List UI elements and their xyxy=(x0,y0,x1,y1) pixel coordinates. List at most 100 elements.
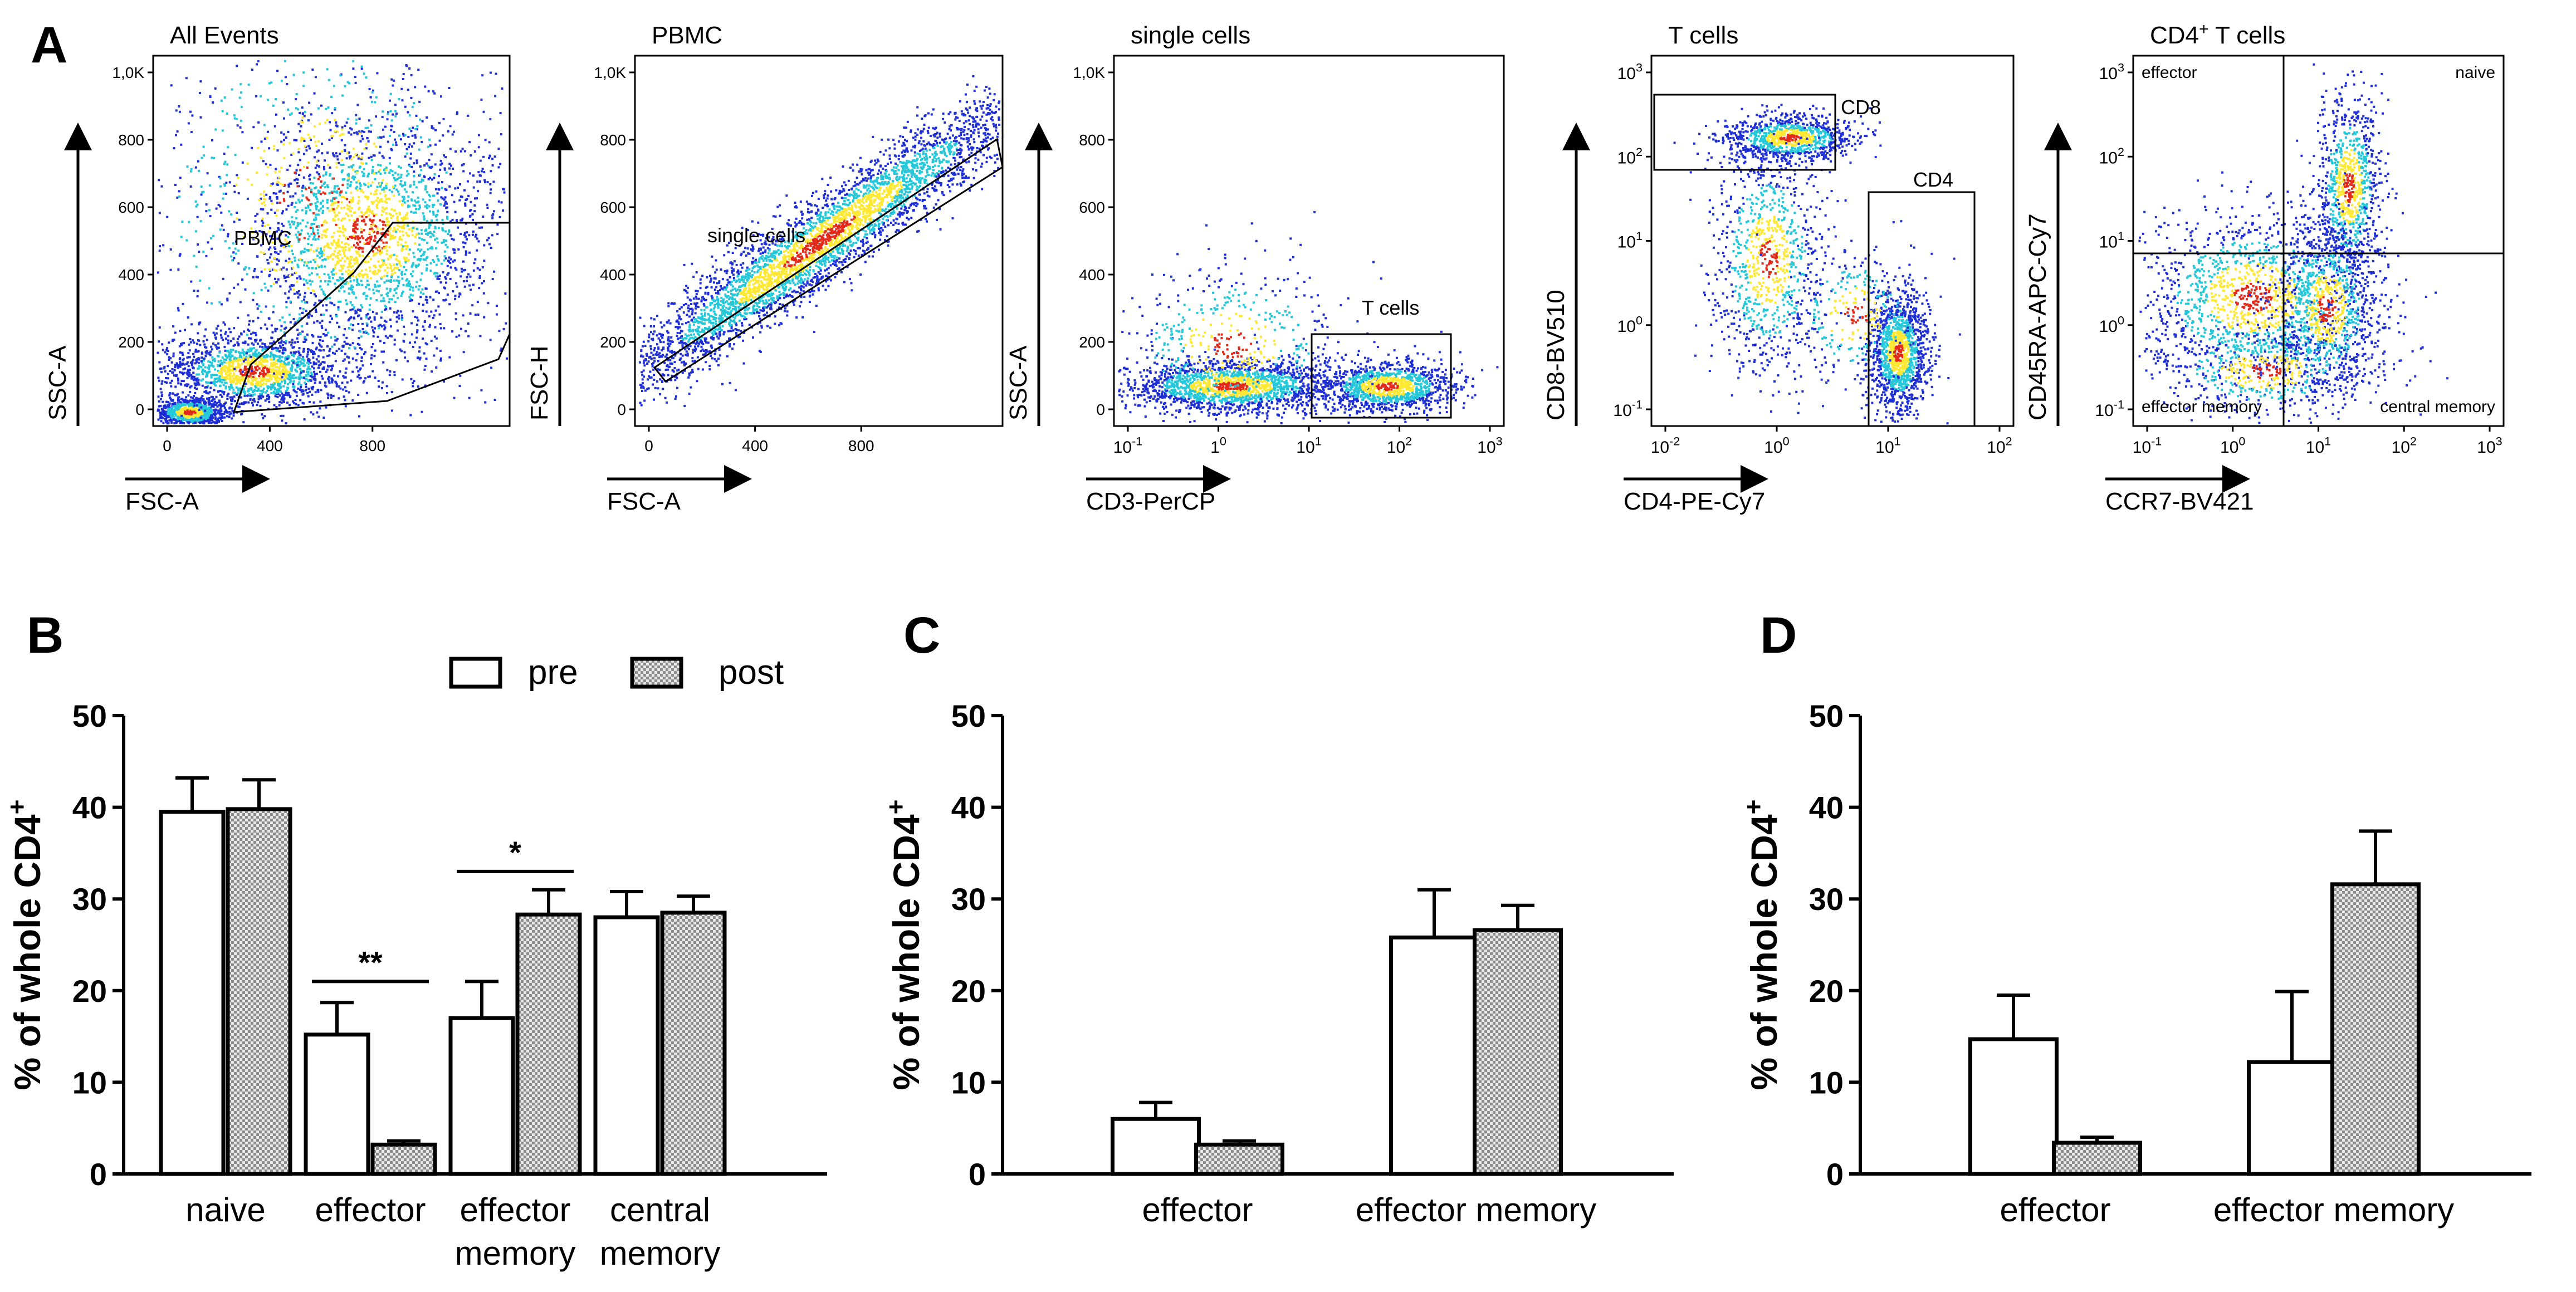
event-dot xyxy=(348,166,350,169)
event-dot xyxy=(309,182,312,184)
event-dot xyxy=(336,192,339,194)
event-dot xyxy=(231,400,233,403)
event-dot xyxy=(279,383,282,385)
event-dot xyxy=(448,163,451,165)
event-dot xyxy=(292,266,295,269)
event-dot xyxy=(205,390,208,393)
event-dot xyxy=(208,364,211,367)
event-dot xyxy=(224,385,227,388)
event-dot xyxy=(417,208,420,211)
event-dot xyxy=(478,180,481,183)
event-dot xyxy=(394,301,397,304)
event-dot xyxy=(212,382,215,385)
event-dot xyxy=(368,266,371,269)
event-dot xyxy=(425,287,428,290)
event-dot xyxy=(266,327,268,330)
event-dot xyxy=(277,388,280,390)
event-dot xyxy=(187,383,190,386)
event-dot xyxy=(488,243,491,246)
event-dot xyxy=(409,273,412,275)
event-dot xyxy=(400,249,403,252)
event-dot xyxy=(369,277,372,280)
event-dot xyxy=(177,408,180,410)
event-dot xyxy=(242,237,245,239)
event-dot xyxy=(344,85,346,87)
event-dot xyxy=(344,260,346,262)
event-dot xyxy=(339,134,341,137)
event-dot xyxy=(380,239,383,242)
event-dot xyxy=(299,354,302,357)
event-dot xyxy=(164,419,167,422)
event-dot xyxy=(480,170,483,173)
event-dot xyxy=(197,420,200,423)
event-dot xyxy=(369,304,371,307)
event-dot xyxy=(217,377,219,380)
event-dot xyxy=(354,223,356,226)
event-dot xyxy=(325,244,328,247)
event-dot xyxy=(363,130,365,133)
event-dot xyxy=(295,139,298,141)
event-dot xyxy=(303,140,306,142)
event-dot xyxy=(385,293,388,296)
event-dot xyxy=(431,247,434,250)
event-dot xyxy=(353,223,355,226)
event-dot xyxy=(271,268,274,271)
event-dot xyxy=(486,181,489,184)
event-dot xyxy=(161,380,164,383)
event-dot xyxy=(422,337,424,340)
event-dot xyxy=(330,271,333,273)
event-dot xyxy=(281,316,284,319)
event-dot xyxy=(163,406,165,409)
event-dot xyxy=(387,292,389,295)
event-dot xyxy=(326,355,329,358)
event-dot xyxy=(210,422,213,424)
event-dot xyxy=(313,290,315,292)
event-dot xyxy=(335,166,338,169)
event-dot xyxy=(206,420,209,423)
event-dot xyxy=(312,413,315,416)
event-dot xyxy=(365,314,368,316)
event-dot xyxy=(266,389,268,392)
event-dot xyxy=(315,213,317,216)
event-dot xyxy=(436,277,439,280)
event-dot xyxy=(209,361,211,364)
event-dot xyxy=(214,413,216,415)
event-dot xyxy=(249,375,252,378)
event-dot xyxy=(236,379,238,381)
event-dot xyxy=(478,277,481,279)
event-dot xyxy=(246,273,248,276)
event-dot xyxy=(284,393,287,396)
event-dot xyxy=(454,297,457,300)
event-dot xyxy=(190,323,193,326)
event-dot xyxy=(233,286,236,289)
event-dot xyxy=(219,416,222,419)
event-dot xyxy=(351,304,354,306)
event-dot xyxy=(409,300,412,302)
event-dot xyxy=(284,349,287,351)
event-dot xyxy=(458,385,461,388)
event-dot xyxy=(212,234,214,237)
event-dot xyxy=(180,398,183,400)
event-dot xyxy=(308,101,311,104)
event-dot xyxy=(324,186,327,189)
event-dot xyxy=(200,193,203,196)
event-dot xyxy=(481,282,483,285)
event-dot xyxy=(242,375,245,378)
event-dot xyxy=(406,360,409,363)
event-dot xyxy=(333,241,335,243)
event-dot xyxy=(372,249,374,252)
event-dot xyxy=(473,262,476,265)
event-dot xyxy=(476,267,479,270)
event-dot xyxy=(411,234,414,237)
event-dot xyxy=(294,172,296,174)
event-dot xyxy=(333,273,335,276)
event-dot xyxy=(332,269,335,272)
event-dot xyxy=(433,173,436,175)
event-dot xyxy=(294,362,296,365)
event-dot xyxy=(434,238,436,241)
event-dot xyxy=(312,228,315,231)
event-dot xyxy=(308,175,311,178)
event-dot xyxy=(436,218,438,221)
event-dot xyxy=(338,227,341,229)
event-dot xyxy=(280,233,282,236)
